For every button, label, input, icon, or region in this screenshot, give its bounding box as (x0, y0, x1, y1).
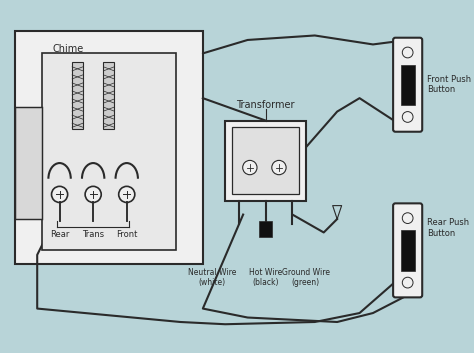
Text: Front: Front (116, 230, 137, 239)
Text: Hot Wire
(black): Hot Wire (black) (249, 268, 282, 287)
Bar (232, 127, 299, 195)
Bar (15, 31, 203, 264)
Text: Rear Push
Button: Rear Push Button (427, 218, 469, 238)
FancyBboxPatch shape (393, 38, 422, 132)
Circle shape (402, 112, 413, 122)
Text: Front Push
Button: Front Push Button (427, 75, 471, 94)
Circle shape (85, 186, 101, 203)
Text: Chime: Chime (53, 44, 84, 54)
Text: Transformer: Transformer (236, 100, 295, 110)
Text: Trans: Trans (82, 230, 104, 239)
Circle shape (243, 160, 257, 175)
Bar (401, 230, 415, 270)
Circle shape (52, 186, 68, 203)
Bar (225, 120, 306, 201)
Bar (72, 62, 83, 130)
Text: Ground Wire
(green): Ground Wire (green) (282, 268, 330, 287)
Text: Neutral Wire
(white): Neutral Wire (white) (188, 268, 236, 287)
Bar (15, 107, 42, 219)
Bar (42, 53, 176, 250)
Bar (259, 221, 272, 237)
Circle shape (402, 277, 413, 288)
Bar (401, 65, 415, 105)
Circle shape (402, 47, 413, 58)
FancyBboxPatch shape (393, 203, 422, 297)
Circle shape (402, 213, 413, 223)
Text: Rear: Rear (50, 230, 69, 239)
Circle shape (118, 186, 135, 203)
Circle shape (272, 160, 286, 175)
Bar (103, 62, 114, 130)
